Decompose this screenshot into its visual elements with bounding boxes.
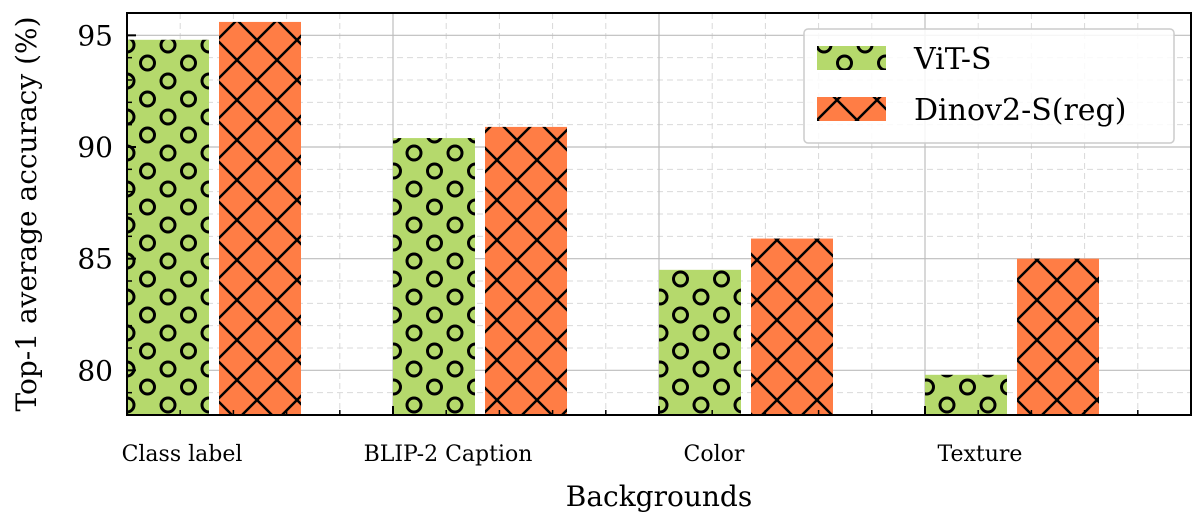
bar-dinov2-s-reg--0 (219, 21, 301, 415)
y-tick-label: 95 (77, 19, 113, 52)
bar-dinov2-s-reg--3 (1017, 258, 1099, 415)
x-axis-title: Backgrounds (566, 480, 752, 513)
legend-label: ViT-S (913, 42, 992, 77)
bar-hatch (485, 126, 567, 415)
y-tick-label: 90 (77, 131, 113, 164)
x-tick-label: BLIP-2 Caption (364, 442, 533, 467)
bar-hatch (1017, 258, 1099, 415)
y-tick-label: 80 (77, 354, 113, 387)
bar-dinov2-s-reg--2 (751, 238, 833, 415)
bar-vit-s-0 (127, 39, 209, 415)
bar-vit-s-2 (659, 269, 741, 415)
x-tick-label: Class label (122, 442, 243, 467)
bar-hatch (659, 269, 741, 415)
bar-hatch (751, 238, 833, 415)
bar-dinov2-s-reg--1 (485, 126, 567, 415)
legend-swatch-hatch (817, 46, 886, 70)
bar-hatch (393, 138, 475, 415)
bar-hatch (925, 374, 1007, 415)
legend-box (803, 28, 1175, 144)
bar-vit-s-3 (925, 374, 1007, 415)
bar-hatch (219, 21, 301, 415)
bars-group (127, 21, 1099, 415)
y-axis-title: Top-1 average accuracy (%) (10, 16, 43, 411)
legend: ViT-S Dinov2-S(reg) (803, 28, 1175, 144)
bar-hatch (127, 39, 209, 415)
axis-ticks (126, 12, 1192, 416)
legend-swatch-hatch (817, 97, 886, 121)
x-tick-label: Texture (938, 442, 1023, 467)
tick-labels: 80 85 90 95 Class label BLIP-2 Caption Color Te… (77, 19, 1022, 467)
y-tick-label: 85 (77, 243, 113, 276)
bar-vit-s-1 (393, 138, 475, 415)
legend-label: Dinov2-S(reg) (914, 93, 1126, 128)
x-tick-label: Color (684, 442, 745, 467)
